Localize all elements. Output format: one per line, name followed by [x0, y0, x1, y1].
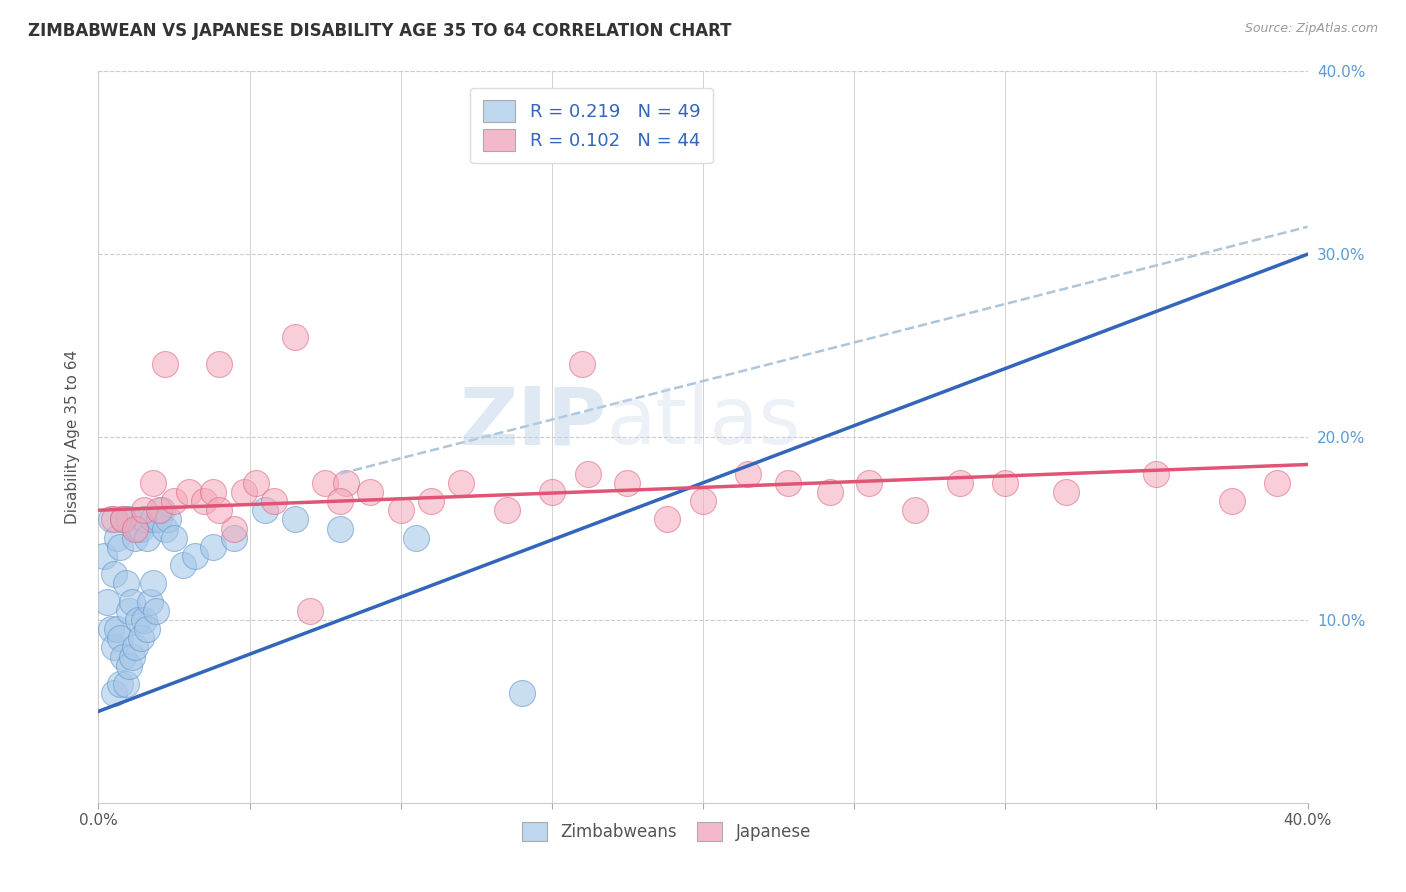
Point	[142, 475, 165, 490]
Point	[818, 485, 841, 500]
Point	[100, 512, 122, 526]
Point	[335, 475, 357, 490]
Point	[105, 622, 128, 636]
Text: Source: ZipAtlas.com: Source: ZipAtlas.com	[1244, 22, 1378, 36]
Point	[148, 512, 170, 526]
Text: ZIP: ZIP	[458, 384, 606, 461]
Point	[692, 494, 714, 508]
Point	[224, 521, 246, 535]
Point	[96, 594, 118, 608]
Point	[156, 512, 179, 526]
Point	[904, 503, 927, 517]
Point	[193, 494, 215, 508]
Point	[571, 357, 593, 371]
Point	[202, 485, 225, 500]
Point	[1267, 475, 1289, 490]
Point	[858, 475, 880, 490]
Point	[253, 503, 276, 517]
Point	[111, 649, 134, 664]
Point	[108, 677, 131, 691]
Point	[103, 640, 125, 655]
Point	[114, 677, 136, 691]
Point	[93, 549, 115, 563]
Point	[111, 512, 134, 526]
Point	[150, 503, 173, 517]
Point	[135, 531, 157, 545]
Point	[108, 540, 131, 554]
Legend: R = 0.219   N = 49, R = 0.102   N = 44: R = 0.219 N = 49, R = 0.102 N = 44	[470, 87, 713, 163]
Point	[208, 357, 231, 371]
Point	[142, 576, 165, 591]
Point	[776, 475, 799, 490]
Point	[184, 549, 207, 563]
Point	[163, 494, 186, 508]
Point	[405, 531, 427, 545]
Point	[949, 475, 972, 490]
Point	[124, 640, 146, 655]
Point	[1144, 467, 1167, 481]
Point	[114, 576, 136, 591]
Point	[100, 622, 122, 636]
Point	[129, 632, 152, 646]
Point	[148, 503, 170, 517]
Point	[132, 503, 155, 517]
Text: ZIMBABWEAN VS JAPANESE DISABILITY AGE 35 TO 64 CORRELATION CHART: ZIMBABWEAN VS JAPANESE DISABILITY AGE 35…	[28, 22, 731, 40]
Point	[245, 475, 267, 490]
Point	[132, 512, 155, 526]
Point	[1220, 494, 1243, 508]
Point	[153, 521, 176, 535]
Point	[208, 503, 231, 517]
Point	[153, 357, 176, 371]
Point	[118, 604, 141, 618]
Point	[124, 531, 146, 545]
Point	[139, 594, 162, 608]
Point	[118, 658, 141, 673]
Point	[224, 531, 246, 545]
Point	[121, 594, 143, 608]
Point	[108, 632, 131, 646]
Point	[129, 521, 152, 535]
Point	[127, 613, 149, 627]
Point	[510, 686, 533, 700]
Point	[202, 540, 225, 554]
Point	[450, 475, 472, 490]
Point	[314, 475, 336, 490]
Point	[111, 512, 134, 526]
Point	[179, 485, 201, 500]
Point	[124, 521, 146, 535]
Point	[103, 686, 125, 700]
Point	[135, 622, 157, 636]
Point	[329, 521, 352, 535]
Point	[263, 494, 285, 508]
Point	[127, 521, 149, 535]
Point	[163, 531, 186, 545]
Point	[103, 512, 125, 526]
Point	[284, 512, 307, 526]
Point	[132, 613, 155, 627]
Point	[495, 503, 517, 517]
Point	[284, 329, 307, 343]
Point	[540, 485, 562, 500]
Point	[118, 512, 141, 526]
Point	[142, 512, 165, 526]
Point	[737, 467, 759, 481]
Point	[145, 604, 167, 618]
Point	[232, 485, 254, 500]
Y-axis label: Disability Age 35 to 64: Disability Age 35 to 64	[65, 350, 80, 524]
Point	[299, 604, 322, 618]
Point	[105, 531, 128, 545]
Point	[329, 494, 352, 508]
Point	[389, 503, 412, 517]
Point	[172, 558, 194, 573]
Point	[360, 485, 382, 500]
Point	[1054, 485, 1077, 500]
Point	[576, 467, 599, 481]
Point	[121, 649, 143, 664]
Point	[994, 475, 1017, 490]
Text: atlas: atlas	[606, 384, 800, 461]
Point	[420, 494, 443, 508]
Point	[655, 512, 678, 526]
Point	[103, 567, 125, 582]
Point	[616, 475, 638, 490]
